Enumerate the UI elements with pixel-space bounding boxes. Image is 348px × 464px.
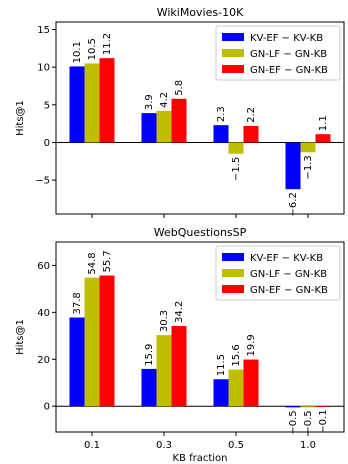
x-tick-label: 0.5: [228, 440, 244, 451]
bar-1-1.0: [285, 406, 301, 408]
chart-title: WikiMovies-10K: [157, 6, 244, 19]
data-label-1-0.3: 3.9: [144, 94, 155, 110]
data-label-3-0.5: 2.2: [246, 107, 257, 123]
bar-1-0.3: [141, 368, 157, 407]
x-tick-label: 0.1: [84, 440, 100, 451]
legend-entry-2: GN-LF − GN-KB: [250, 49, 327, 60]
bar-3-0.3: [171, 98, 187, 143]
bar-3-0.5: [243, 125, 259, 143]
data-label-3-0.5: 19.9: [246, 334, 257, 356]
legend-entry-3: GN-EF − GN-KB: [250, 65, 328, 76]
bar-2-0.3: [156, 110, 172, 143]
y-axis-label: Hits@1: [15, 319, 26, 355]
data-label-2-0.1: 10.5: [87, 38, 98, 60]
legend-box: [215, 245, 341, 301]
bar-1-0.1: [69, 317, 85, 407]
bar-2-0.3: [156, 335, 172, 407]
x-tick-label: 0.3: [156, 440, 172, 451]
data-label-3-0.3: 34.2: [174, 301, 185, 323]
legend-entry-3: GN-EF − GN-KB: [250, 285, 328, 296]
legend-entry-2: GN-LF − GN-KB: [250, 269, 327, 280]
legend-entry-1: KV-EF − KV-KB: [250, 253, 323, 264]
data-label-1-0.5: 2.3: [216, 106, 227, 122]
data-label-3-0.1: 11.2: [102, 33, 113, 55]
data-label-2-0.5: 15.6: [231, 344, 242, 366]
y-tick-label: 20: [37, 355, 50, 366]
legend-swatch-3: [222, 65, 244, 73]
legend-swatch-1: [222, 253, 244, 261]
data-label-2-1.0: −0.5: [303, 410, 314, 434]
legend-swatch-2: [222, 269, 244, 277]
y-tick-label: 0: [44, 138, 50, 149]
y-tick-label: 0: [44, 402, 50, 413]
y-tick-label: 40: [37, 308, 50, 319]
data-label-3-0.3: 5.8: [174, 80, 185, 96]
bar-2-0.5: [228, 142, 244, 154]
legend: KV-EF − KV-KB GN-LF − GN-KB GN-EF − GN-KB: [215, 25, 341, 81]
legend-entry-1: KV-EF − KV-KB: [250, 33, 323, 44]
y-tick-label: 60: [37, 261, 50, 272]
chart-panel-1: WikiMovies-10K 10.1 3.9 2.3 −6.2 10.5 4.2 −1.5 −…: [15, 6, 345, 218]
x-axis-label: KB fraction: [172, 453, 227, 464]
data-label-1-1.0: −0.5: [288, 410, 299, 434]
data-label-2-1.0: −1.3: [303, 155, 314, 179]
bar-3-0.1: [99, 275, 115, 407]
data-label-1-0.1: 10.1: [72, 41, 83, 63]
y-tick-label: 10: [37, 63, 50, 74]
bar-3-1.0: [315, 134, 331, 143]
chart-panel-2: WebQuestionsSP 37.8 15.9 11.5 −0.5 54.8 30.3 15…: [15, 226, 345, 464]
data-label-2-0.3: 30.3: [159, 310, 170, 332]
bar-3-0.1: [99, 58, 115, 143]
axes-frame: [55, 241, 345, 433]
bar-1-0.3: [141, 113, 157, 143]
y-axis-label: Hits@1: [15, 100, 26, 136]
data-label-2-0.1: 54.8: [87, 252, 98, 274]
legend-swatch-3: [222, 285, 244, 293]
legend: KV-EF − KV-KB GN-LF − GN-KB GN-EF − GN-KB: [215, 245, 341, 301]
chart-title: WebQuestionsSP: [154, 226, 247, 239]
data-label-1-0.1: 37.8: [72, 292, 83, 314]
data-label-3-1.0: 1.1: [318, 115, 329, 131]
data-label-3-1.0: −0.1: [318, 409, 329, 433]
bar-3-0.3: [171, 325, 187, 407]
data-label-3-0.1: 55.7: [102, 250, 113, 272]
x-tick-label: 1.0: [300, 440, 316, 451]
bar-1-0.1: [69, 66, 85, 143]
data-label-2-0.3: 4.2: [159, 92, 170, 108]
y-tick-label: 5: [44, 100, 50, 111]
y-tick-label: −5: [35, 176, 50, 187]
data-label-2-0.5: −1.5: [231, 157, 242, 181]
data-label-1-0.3: 15.9: [144, 344, 155, 366]
bar-1-0.5: [213, 379, 229, 407]
data-label-1-1.0: −6.2: [288, 192, 299, 216]
y-tick-label: 15: [37, 25, 50, 36]
bar-2-0.1: [84, 63, 100, 143]
legend-box: [215, 25, 341, 81]
bar-1-0.5: [213, 125, 229, 143]
bar-1-1.0: [285, 142, 301, 190]
axes-frame: [55, 21, 345, 215]
bar-2-1.0: [300, 406, 316, 408]
bar-3-0.5: [243, 359, 259, 407]
legend-swatch-1: [222, 33, 244, 41]
bar-2-0.5: [228, 369, 244, 407]
bar-3-1.0: [315, 406, 331, 407]
bar-2-0.1: [84, 277, 100, 407]
data-label-1-0.5: 11.5: [216, 354, 227, 376]
legend-swatch-2: [222, 49, 244, 57]
bar-2-1.0: [300, 142, 316, 153]
